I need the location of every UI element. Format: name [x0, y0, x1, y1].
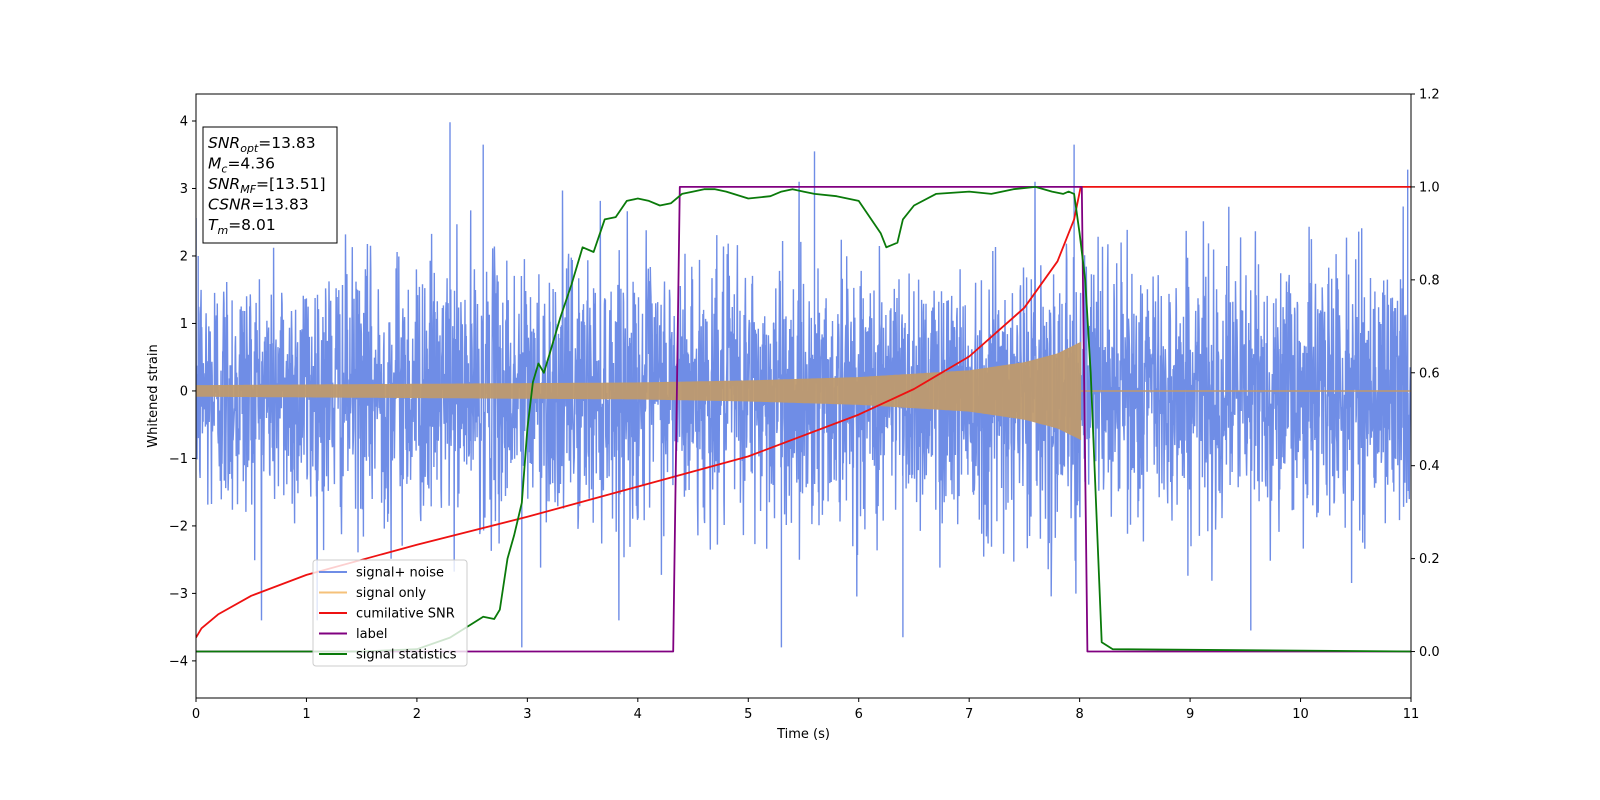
x-axis-label: Time (s): [776, 727, 830, 742]
y-left-tick-label: −1: [169, 452, 188, 467]
y-left-tick-label: −4: [169, 654, 188, 669]
legend-label: signal+ noise: [356, 566, 444, 581]
y-right-tick-label: 0.2: [1419, 552, 1440, 567]
x-tick-label: 2: [413, 707, 421, 722]
legend-label: label: [356, 627, 387, 642]
series-group: [196, 122, 1411, 653]
x-tick-label: 1: [302, 707, 310, 722]
y-right-tick-label: 0.6: [1419, 366, 1440, 381]
annotation-line: CSNR=13.83: [208, 196, 309, 214]
axes-frame: [195, 93, 1412, 699]
x-tick-label: 5: [744, 707, 752, 722]
y-left-tick-label: 0: [180, 384, 188, 399]
y-left-tick-label: 2: [180, 249, 188, 264]
x-tick-label: 0: [192, 707, 200, 722]
y-axis-label: Whitened strain: [146, 344, 161, 447]
y-left-tick-label: 3: [180, 182, 188, 197]
y-right-tick-label: 0.8: [1419, 273, 1440, 288]
series-line-signal-only: [196, 341, 1082, 441]
annotation-line: SNRopt=13.83: [208, 134, 316, 155]
legend-box: [312, 559, 468, 667]
x-tick-label: 6: [855, 707, 863, 722]
x-tick-label: 9: [1186, 707, 1194, 722]
y-right-tick-label: 1.2: [1419, 88, 1440, 103]
x-tick-label: 10: [1292, 707, 1309, 722]
x-tick-label: 8: [1075, 707, 1083, 722]
x-tick-label: 3: [523, 707, 531, 722]
series-line-signal-noise: [196, 122, 1411, 648]
annotation-line: Mc=4.36: [208, 155, 275, 176]
y-right-tick-label: 0.4: [1419, 459, 1440, 474]
x-tick-label: 11: [1403, 707, 1420, 722]
legend-label: cumilative SNR: [356, 607, 455, 622]
annotation-line: SNRMF=[13.51]: [208, 175, 326, 196]
y-right-tick-label: 1.0: [1419, 180, 1440, 195]
series-line-signal-statistics: [196, 186, 1411, 653]
x-tick-label: 7: [965, 707, 973, 722]
legend-label: signal only: [356, 586, 426, 601]
legend-label: signal statistics: [356, 648, 457, 663]
y-right-tick-label: 0.0: [1419, 645, 1440, 660]
x-tick-label: 4: [634, 707, 642, 722]
plot-area: 0 1 2 3 4 5 6 7 8 9 10 11 −4 −3 −2 −1 0 1 2 3 4 0.0 0.2 0.4 0.6 0…: [146, 88, 1440, 743]
y-left-tick-label: −3: [169, 587, 188, 602]
annotation-line: Tm=8.01: [208, 216, 276, 237]
y-left-tick-label: 1: [180, 317, 188, 332]
y-left-tick-label: 4: [180, 114, 188, 129]
annotation-box: [202, 126, 338, 244]
y-left-tick-label: −2: [169, 519, 188, 534]
series-line-cumulative-snr: [196, 186, 1411, 639]
series-line-label: [196, 186, 1411, 653]
